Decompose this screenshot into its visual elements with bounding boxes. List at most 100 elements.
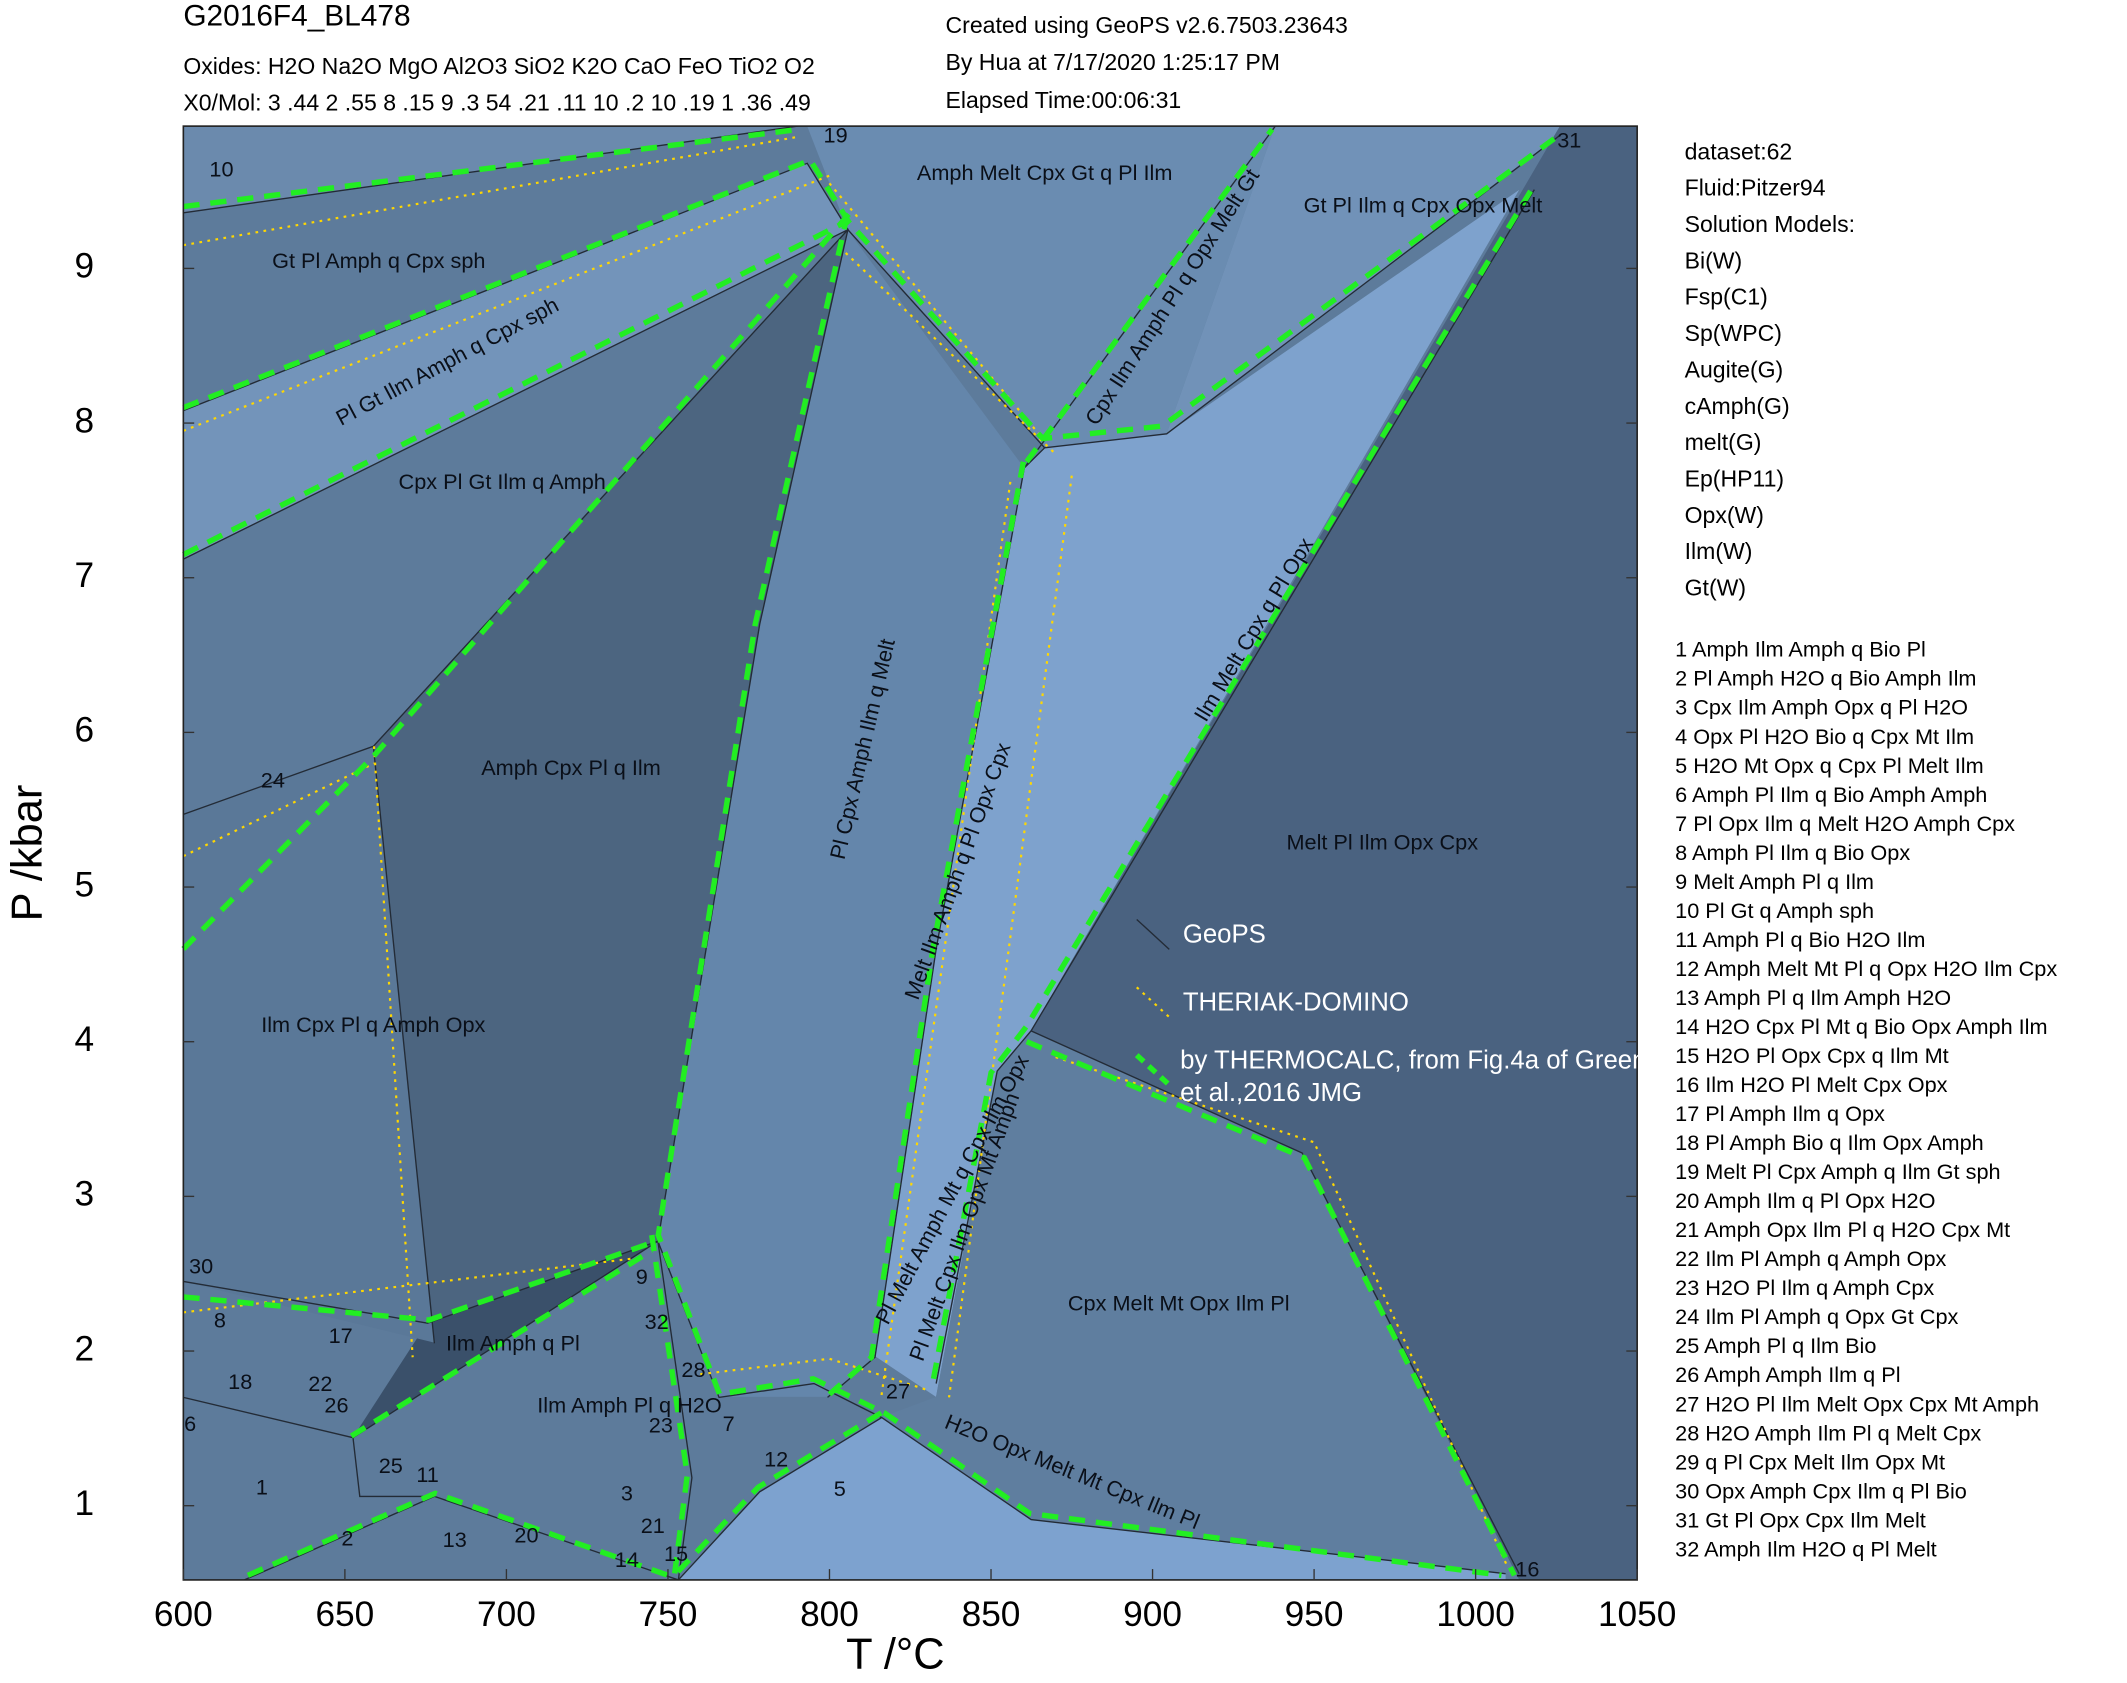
field-label: 5 [834,1476,846,1501]
elapsed: Elapsed Time:00:06:31 [946,87,1182,113]
assemblage: 27 H2O Pl Ilm Melt Opx Cpx Mt Amph [1675,1391,2039,1416]
x-tick-label: 700 [477,1595,536,1634]
chart-title: G2016F4_BL478 [183,0,410,33]
field-label: 16 [1515,1556,1539,1581]
legend-label-box: by THERMOCALC, from Fig.4a of Green et a… [1180,1047,1646,1108]
assemblage: 15 H2O Pl Opx Cpx q Ilm Mt [1675,1043,1949,1068]
info-line: Fsp(C1) [1685,284,1768,310]
field [373,230,848,1343]
y-tick-label: 7 [75,556,95,595]
field-label: 23 [649,1413,673,1438]
assemblage: 17 Pl Amph Ilm q Opx [1675,1101,1885,1126]
field-label: Gt Pl Ilm q Cpx Opx Melt [1304,192,1543,217]
y-tick-label: 1 [75,1484,95,1523]
header: G2016F4_BL478 Oxides: H2O Na2O MgO Al2O3… [183,0,1348,116]
field-label: 13 [443,1527,467,1552]
info-line: dataset:62 [1685,138,1793,164]
field-label: 3 [621,1481,633,1506]
field [658,230,1025,1397]
boundary-line [181,126,1565,1579]
field-label: Ilm Cpx Pl q Amph Opx [261,1012,485,1037]
assemblage: 29 q Pl Cpx Melt Ilm Opx Mt [1675,1449,1945,1474]
field [183,162,848,559]
info-line: Bi(W) [1685,247,1743,273]
field-label: 9 [636,1264,648,1289]
info-line: cAmph(G) [1685,393,1790,419]
assemblage: 9 Melt Amph Pl q Ilm [1675,869,1874,894]
assemblage: 7 Pl Opx Ilm q Melt H2O Amph Cpx [1675,811,2015,836]
assemblage: 23 H2O Pl Ilm q Amph Cpx [1675,1275,1934,1300]
field-label: 10 [209,157,233,182]
field-label: 2 [341,1525,353,1550]
field [678,1417,1506,1580]
y-axis-label: P /kbar [4,785,52,922]
field [874,189,1520,1397]
field-label: 21 [641,1513,665,1538]
field-label: Cpx Pl Gt Ilm q Amph [399,469,606,494]
x-tick-label: 950 [1285,1595,1344,1634]
field-label: 25 [379,1453,403,1478]
x-axis-label: T /°C [846,1631,944,1679]
x-tick-label: 1000 [1436,1595,1514,1634]
assemblage: 8 Amph Pl Ilm q Bio Opx [1675,840,1910,865]
plot-frame [182,125,1638,1581]
field-label: 17 [329,1323,353,1348]
composition: X0/Mol: 3 .44 2 .55 8 .15 9 .3 54 .21 .1… [183,90,810,116]
field-label: 14 [615,1547,639,1572]
assemblage: 3 Cpx Ilm Amph Opx q Pl H2O [1675,695,1968,720]
info-line: Solution Models: [1685,211,1855,237]
info-line: Ilm(W) [1685,538,1753,564]
info-line: Ep(HP11) [1685,465,1784,491]
field [807,126,1276,448]
assemblage: 21 Amph Opx Ilm Pl q H2O Cpx Mt [1675,1217,2010,1242]
field [881,1030,1520,1580]
assemblage: 12 Amph Melt Mt Pl q Opx H2O Ilm Cpx [1675,956,2057,981]
info-line: Opx(W) [1685,502,1764,528]
x-tick-label: 600 [154,1595,213,1634]
assemblage: 16 Ilm H2O Pl Melt Cpx Opx [1675,1072,1948,1097]
field-label: 7 [723,1411,735,1436]
info-line: Gt(W) [1685,574,1746,600]
y-tick-label: 2 [75,1329,95,1368]
field-label: Ilm Amph Pl q H2O [537,1392,721,1417]
assemblage: 28 H2O Amph Ilm Pl q Melt Cpx [1675,1420,1981,1445]
assemblage: 2 Pl Amph H2O q Bio Amph Ilm [1675,666,1976,691]
field-label: 32 [645,1309,669,1334]
boundary-line [182,135,1509,1569]
axes: P /kbar T /°C 600 650 700 750 800 850 900 950 10… [4,247,1677,1679]
field-label: 8 [214,1307,226,1332]
info-line: Augite(G) [1685,356,1784,382]
field-label: 18 [228,1369,252,1394]
assemblage: 24 Ilm Pl Amph q Opx Gt Cpx [1675,1304,1958,1329]
field-label: 12 [764,1447,788,1472]
assemblage: 32 Amph Ilm H2O q Pl Melt [1675,1536,1937,1561]
field-label: Ilm Amph q Pl [446,1331,580,1356]
field-label: 6 [184,1411,196,1436]
info-line: Fluid:Pitzer94 [1685,175,1826,201]
assemblage: 30 Opx Amph Cpx Ilm q Pl Bio [1675,1478,1967,1503]
y-tick-label: 8 [75,401,95,440]
assemblage: 11 Amph Pl q Bio H2O Ilm [1675,927,1925,952]
legend-label: THERIAK-DOMINO [1183,988,1409,1016]
x-tick-label: 750 [639,1595,698,1634]
oxides: Oxides: H2O Na2O MgO Al2O3 SiO2 K2O CaO … [183,53,814,79]
field [1166,126,1560,434]
field-label: Gt Pl Amph q Cpx sph [272,248,485,273]
y-tick-label: 5 [75,865,95,904]
field-label: 30 [189,1253,213,1278]
info-line: melt(G) [1685,429,1762,455]
field-label: 27 [886,1379,910,1404]
field-label: 20 [514,1522,538,1547]
assemblage: 22 Ilm Pl Amph q Amph Opx [1675,1246,1946,1271]
assemblage: 5 H2O Mt Opx q Cpx Pl Melt Ilm [1675,753,1984,778]
x-tick-label: 1050 [1598,1595,1676,1634]
field-label: Cpx Melt Mt Opx Ilm Pl [1068,1290,1290,1315]
assemblage: 26 Amph Amph Ilm q Pl [1675,1362,1900,1387]
assemblage: 14 H2O Cpx Pl Mt q Bio Opx Amph Ilm [1675,1014,2047,1039]
assemblage: 13 Amph Pl q Ilm Amph H2O [1675,985,1951,1010]
boundaries [181,125,1565,1581]
created: Created using GeoPS v2.6.7503.23643 [946,12,1348,38]
field [183,745,435,1343]
legend-swatch [1134,1053,1172,1087]
